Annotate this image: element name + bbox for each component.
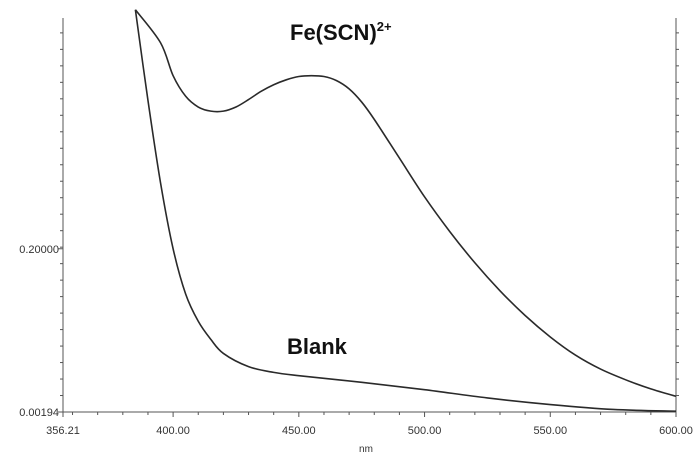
x-axis-label: nm bbox=[359, 444, 373, 454]
series-lines bbox=[134, 9, 676, 412]
series-label-fe-scn-main: Fe(SCN) bbox=[290, 20, 377, 45]
ticks: 356.21 400.00 450.00 500.00 550.00 600.00 0.00… bbox=[19, 32, 693, 437]
series-line-blank bbox=[134, 9, 676, 412]
axes bbox=[62, 18, 677, 413]
annotations: Fe(SCN)2+ Blank nm bbox=[287, 19, 392, 454]
y-tick-label-1: 0.20000 bbox=[19, 244, 59, 256]
x-tick-label-4: 550.00 bbox=[533, 425, 567, 437]
series-label-fe-scn-superscript: 2+ bbox=[377, 19, 392, 34]
x-tick-label-0: 356.21 bbox=[46, 425, 80, 437]
x-tick-label-2: 450.00 bbox=[282, 425, 316, 437]
series-line-fe-scn bbox=[134, 9, 676, 398]
x-tick-label-5: 600.00 bbox=[659, 425, 693, 437]
series-label-blank: Blank bbox=[287, 334, 348, 359]
series-label-fe-scn: Fe(SCN)2+ bbox=[290, 19, 392, 45]
x-tick-label-3: 500.00 bbox=[408, 425, 442, 437]
y-tick-label-0: 0.00194 bbox=[19, 407, 59, 419]
x-tick-label-1: 400.00 bbox=[156, 425, 190, 437]
